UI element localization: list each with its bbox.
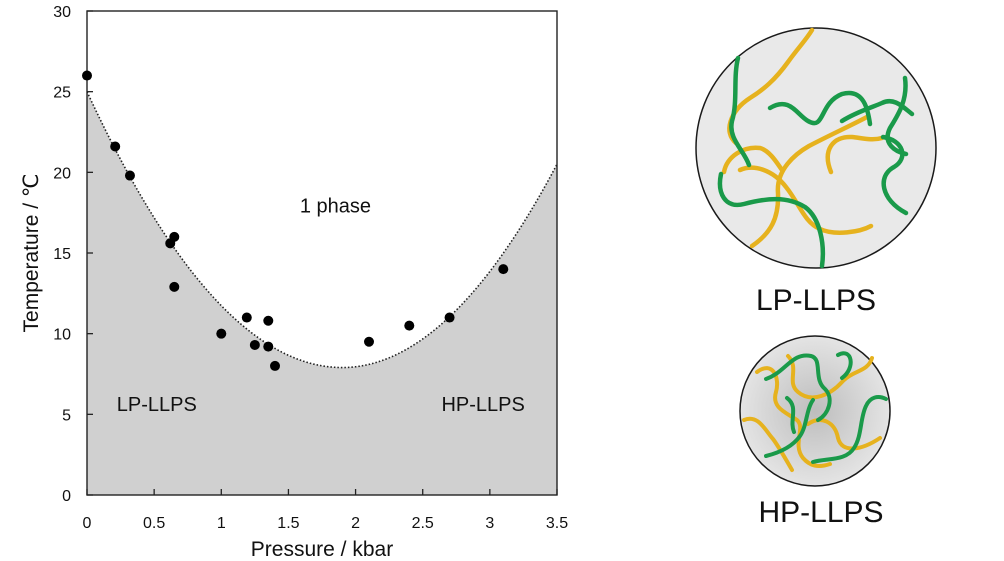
hp-llps-caption: HP-LLPS xyxy=(758,496,883,529)
data-point xyxy=(498,264,509,275)
y-axis-ticks: 0 5 10 15 20 25 30 xyxy=(53,4,93,505)
data-point xyxy=(110,141,121,152)
data-point xyxy=(364,336,374,347)
x-tick-label: 1 xyxy=(217,515,226,532)
x-tick-label: 3 xyxy=(485,515,494,532)
x-tick-label: 3.5 xyxy=(546,515,568,532)
phase-boundary-curve xyxy=(87,91,557,369)
data-point xyxy=(444,312,455,323)
data-point xyxy=(249,339,260,350)
data-points xyxy=(82,70,509,371)
data-point xyxy=(124,170,135,181)
y-tick-label: 20 xyxy=(53,165,71,182)
x-axis-label: Pressure / kbar xyxy=(251,538,393,561)
data-point xyxy=(169,231,180,242)
data-point xyxy=(241,312,252,323)
data-point xyxy=(263,315,274,326)
y-tick-label: 0 xyxy=(62,488,71,505)
x-axis-ticks: 0 0.5 1 1.5 2 2.5 3 3.5 xyxy=(83,489,568,532)
y-tick-label: 10 xyxy=(53,327,71,344)
x-tick-label: 2 xyxy=(351,515,360,532)
region-label: HP-LLPS xyxy=(441,394,524,416)
region-label: 1 phase xyxy=(300,196,371,218)
x-tick-label: 0 xyxy=(83,515,92,532)
y-tick-label: 15 xyxy=(53,246,71,263)
region-label: LP-LLPS xyxy=(117,394,197,416)
y-tick-label: 30 xyxy=(53,4,71,21)
two-phase-fill-region xyxy=(87,91,557,495)
hp-chains-yellow xyxy=(742,354,882,472)
x-tick-label: 0.5 xyxy=(143,515,165,532)
y-tick-label: 5 xyxy=(62,407,71,424)
lp-llps-droplet-illustration: LP-LLPS xyxy=(695,27,937,317)
data-point xyxy=(404,320,415,331)
phase-diagram-chart: 0 0.5 1 1.5 2 2.5 3 3.5 0 5 10 15 20 25 30 1 phase LP-… xyxy=(20,4,568,561)
hp-llps-droplet-illustration: HP-LLPS xyxy=(739,335,891,529)
hp-chains-green xyxy=(764,351,888,464)
data-point xyxy=(263,341,274,352)
x-tick-label: 2.5 xyxy=(412,515,434,532)
y-tick-label: 25 xyxy=(53,85,71,102)
x-tick-label: 1.5 xyxy=(277,515,299,532)
lp-llps-caption: LP-LLPS xyxy=(756,284,876,317)
data-point xyxy=(216,328,227,339)
data-point xyxy=(270,360,280,371)
lp-droplet-circle xyxy=(695,27,937,269)
region-labels: 1 phase LP-LLPS HP-LLPS xyxy=(117,196,525,416)
lp-chains-green xyxy=(717,55,915,269)
data-point xyxy=(82,70,92,81)
data-point xyxy=(169,281,180,292)
y-axis-label: Temperature / ℃ xyxy=(20,174,43,333)
